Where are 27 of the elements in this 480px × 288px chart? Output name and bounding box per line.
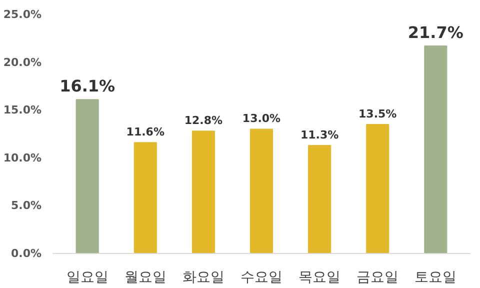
y-tick-label: 0.0%: [10, 247, 42, 260]
x-tick-label: 화요일: [182, 270, 224, 286]
data-label: 11.6%: [126, 126, 164, 139]
data-label: 21.7%: [408, 23, 464, 42]
x-tick-label: 금요일: [356, 270, 399, 286]
x-tick-label: 일요일: [66, 270, 108, 286]
y-tick-label: 5.0%: [10, 199, 42, 212]
data-label: 12.8%: [184, 114, 223, 128]
data-label: 11.3%: [300, 128, 339, 142]
x-tick-label: 월요일: [124, 270, 166, 286]
x-tick-label: 토요일: [414, 270, 457, 286]
bar: [192, 130, 215, 254]
bar: [76, 99, 99, 254]
x-tick-label: 목요일: [298, 270, 341, 286]
bar: [134, 142, 157, 254]
data-label: 16.1%: [60, 76, 116, 96]
data-label: 13.5%: [358, 107, 397, 120]
x-tick-label: 수요일: [240, 270, 282, 286]
y-tick-label: 25.0%: [3, 8, 42, 21]
y-tick-label: 20.0%: [3, 56, 42, 69]
bar: [366, 124, 390, 254]
y-tick-label: 15.0%: [3, 104, 42, 117]
bar: [424, 46, 448, 254]
data-label: 13.0%: [242, 112, 281, 126]
y-tick-label: 10.0%: [3, 151, 42, 164]
bar: [250, 128, 274, 254]
bar: [308, 144, 332, 254]
